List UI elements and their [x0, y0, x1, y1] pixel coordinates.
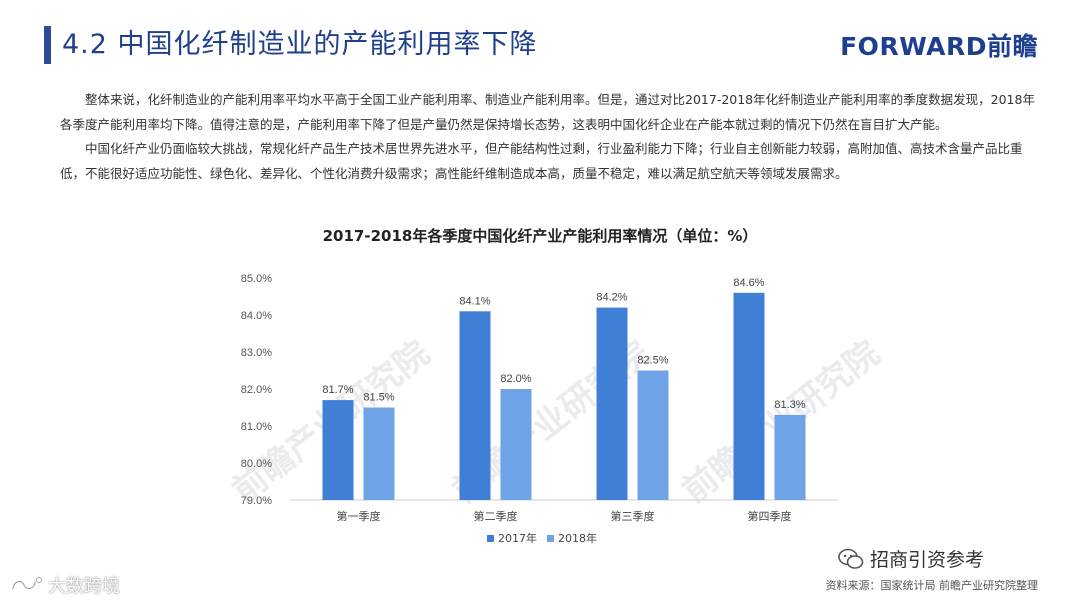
- legend-swatch-2017年: [487, 535, 494, 542]
- legend-label: 2018年: [558, 531, 597, 545]
- bottom-logo-text: 大数跨境: [48, 576, 120, 597]
- data-label: 84.6%: [733, 277, 764, 289]
- bar-2017年-第四季度: [733, 292, 765, 500]
- bar-2018年-第二季度: [500, 389, 532, 500]
- body-text: 整体来说，化纤制造业的产能利用率平均水平高于全国工业产能利用率、制造业产能利用率…: [60, 88, 1040, 186]
- y-tick-label: 83.0%: [241, 347, 272, 359]
- y-tick-label: 85.0%: [241, 273, 272, 285]
- bar-2018年-第一季度: [363, 407, 395, 500]
- data-label: 81.5%: [363, 392, 394, 404]
- link-logo-icon: [11, 577, 42, 591]
- data-label: 82.0%: [500, 373, 531, 385]
- bottom-logo: 大数跨境: [10, 572, 120, 598]
- data-label: 81.3%: [774, 399, 805, 411]
- y-tick-label: 82.0%: [241, 384, 272, 396]
- y-tick-label: 80.0%: [241, 458, 272, 470]
- data-label: 82.5%: [637, 355, 668, 367]
- legend-label: 2017年: [498, 531, 537, 545]
- y-tick-label: 84.0%: [241, 310, 272, 322]
- y-tick-label: 79.0%: [241, 495, 272, 507]
- chart-title: 2017-2018年各季度中国化纤产业产能利用率情况（单位：%）: [322, 227, 758, 245]
- bar-2017年-第二季度: [459, 311, 491, 500]
- body-paragraph-1: 整体来说，化纤制造业的产能利用率平均水平高于全国工业产能利用率、制造业产能利用率…: [60, 92, 1035, 132]
- bar-2018年-第三季度: [637, 370, 669, 500]
- data-label: 81.7%: [322, 384, 353, 396]
- slide-title: 4.2 中国化纤制造业的产能利用率下降: [62, 29, 538, 60]
- x-tick-label: 第一季度: [337, 509, 381, 523]
- x-tick-label: 第三季度: [611, 509, 655, 523]
- bar-2017年-第一季度: [322, 400, 354, 500]
- x-tick-label: 第二季度: [474, 509, 518, 523]
- body-paragraph-2: 中国化纤产业仍面临较大挑战，常规化纤产品生产技术居世界先进水平，但产能结构性过剩…: [60, 141, 1023, 181]
- legend-swatch-2018年: [547, 535, 554, 542]
- x-tick-label: 第四季度: [748, 509, 792, 523]
- title-accent-bar: [44, 26, 51, 64]
- bar-2018年-第四季度: [774, 414, 806, 500]
- y-tick-label: 81.0%: [241, 421, 272, 433]
- wechat-badge: 招商引资参考: [838, 545, 984, 572]
- brand-logo: FORWARD前瞻: [840, 32, 1038, 61]
- wechat-icon: [838, 548, 864, 569]
- bar-2017年-第三季度: [596, 307, 628, 500]
- data-label: 84.2%: [596, 292, 627, 304]
- source-note: 资料来源：国家统计局 前瞻产业研究院整理: [825, 579, 1039, 592]
- wechat-account-name: 招商引资参考: [870, 549, 985, 571]
- data-label: 84.1%: [459, 295, 490, 307]
